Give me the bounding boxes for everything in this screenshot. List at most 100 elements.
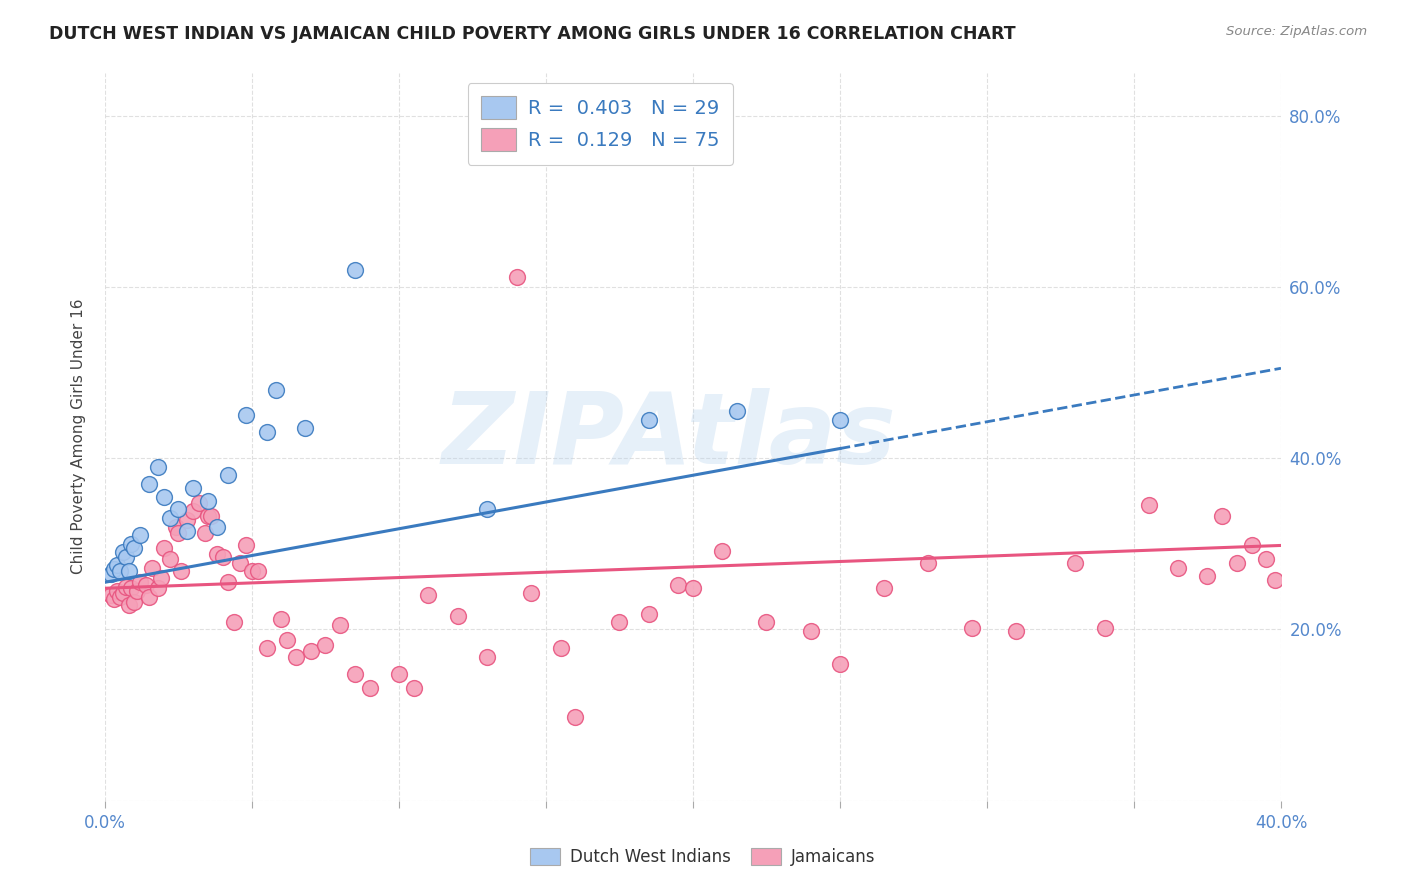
Point xyxy=(477,649,499,664)
Point xyxy=(120,537,142,551)
Point xyxy=(418,588,440,602)
Point xyxy=(1137,498,1160,512)
Point xyxy=(447,609,470,624)
Point xyxy=(205,547,228,561)
Point xyxy=(1064,556,1087,570)
Point xyxy=(114,580,136,594)
Legend: Dutch West Indians, Jamaicans: Dutch West Indians, Jamaicans xyxy=(523,841,883,873)
Point xyxy=(108,590,131,604)
Point xyxy=(666,578,689,592)
Point xyxy=(105,558,128,573)
Point xyxy=(314,638,336,652)
Text: ZIPAtlas: ZIPAtlas xyxy=(441,388,897,485)
Point xyxy=(1240,538,1263,552)
Point xyxy=(343,263,366,277)
Point xyxy=(246,564,269,578)
Point xyxy=(235,409,257,423)
Point xyxy=(100,588,122,602)
Point xyxy=(1005,624,1028,638)
Point xyxy=(108,564,131,578)
Point xyxy=(873,581,896,595)
Point xyxy=(505,269,527,284)
Point xyxy=(181,481,204,495)
Point xyxy=(564,709,586,723)
Point xyxy=(205,519,228,533)
Point xyxy=(138,476,160,491)
Point xyxy=(159,552,181,566)
Point xyxy=(276,632,298,647)
Point xyxy=(477,502,499,516)
Point xyxy=(235,538,257,552)
Point xyxy=(117,564,139,578)
Point xyxy=(167,526,190,541)
Point xyxy=(124,541,146,555)
Point xyxy=(962,621,984,635)
Point xyxy=(181,504,204,518)
Point xyxy=(149,571,172,585)
Point xyxy=(124,595,146,609)
Legend: R =  0.403   N = 29, R =  0.129   N = 75: R = 0.403 N = 29, R = 0.129 N = 75 xyxy=(468,83,733,164)
Point xyxy=(194,526,217,541)
Point xyxy=(111,545,134,559)
Point xyxy=(146,459,169,474)
Point xyxy=(117,599,139,613)
Point xyxy=(550,641,572,656)
Y-axis label: Child Poverty Among Girls Under 16: Child Poverty Among Girls Under 16 xyxy=(72,299,86,574)
Point xyxy=(100,566,122,581)
Point xyxy=(270,612,292,626)
Point xyxy=(129,528,152,542)
Point xyxy=(217,468,239,483)
Point xyxy=(197,509,219,524)
Text: Source: ZipAtlas.com: Source: ZipAtlas.com xyxy=(1226,25,1367,38)
Point xyxy=(103,592,125,607)
Point xyxy=(129,575,152,590)
Point xyxy=(111,586,134,600)
Point xyxy=(725,404,748,418)
Point xyxy=(165,519,187,533)
Point xyxy=(343,666,366,681)
Point xyxy=(240,564,263,578)
Point xyxy=(1197,569,1219,583)
Point xyxy=(638,607,661,621)
Point xyxy=(682,581,704,595)
Point xyxy=(402,681,425,695)
Point xyxy=(388,666,411,681)
Point xyxy=(152,541,174,555)
Point xyxy=(141,560,163,574)
Point xyxy=(229,556,252,570)
Point xyxy=(197,494,219,508)
Point xyxy=(256,641,278,656)
Point xyxy=(264,383,287,397)
Point xyxy=(1094,621,1116,635)
Point xyxy=(609,615,631,630)
Point xyxy=(146,581,169,595)
Point xyxy=(755,615,778,630)
Point xyxy=(828,657,851,671)
Point xyxy=(1211,509,1233,524)
Point xyxy=(828,412,851,426)
Point xyxy=(152,490,174,504)
Point xyxy=(200,509,222,524)
Point xyxy=(211,549,233,564)
Point xyxy=(135,578,157,592)
Point xyxy=(638,412,661,426)
Point xyxy=(294,421,316,435)
Point xyxy=(120,581,142,595)
Point xyxy=(167,502,190,516)
Point xyxy=(159,511,181,525)
Text: DUTCH WEST INDIAN VS JAMAICAN CHILD POVERTY AMONG GIRLS UNDER 16 CORRELATION CHA: DUTCH WEST INDIAN VS JAMAICAN CHILD POVE… xyxy=(49,25,1015,43)
Point xyxy=(217,575,239,590)
Point xyxy=(711,543,734,558)
Point xyxy=(256,425,278,440)
Point xyxy=(114,549,136,564)
Point xyxy=(138,590,160,604)
Point xyxy=(299,644,322,658)
Point xyxy=(285,649,308,664)
Point xyxy=(1226,556,1249,570)
Point xyxy=(127,583,149,598)
Point xyxy=(1256,552,1278,566)
Point xyxy=(105,583,128,598)
Point xyxy=(176,513,198,527)
Point xyxy=(1167,560,1189,574)
Point xyxy=(917,556,939,570)
